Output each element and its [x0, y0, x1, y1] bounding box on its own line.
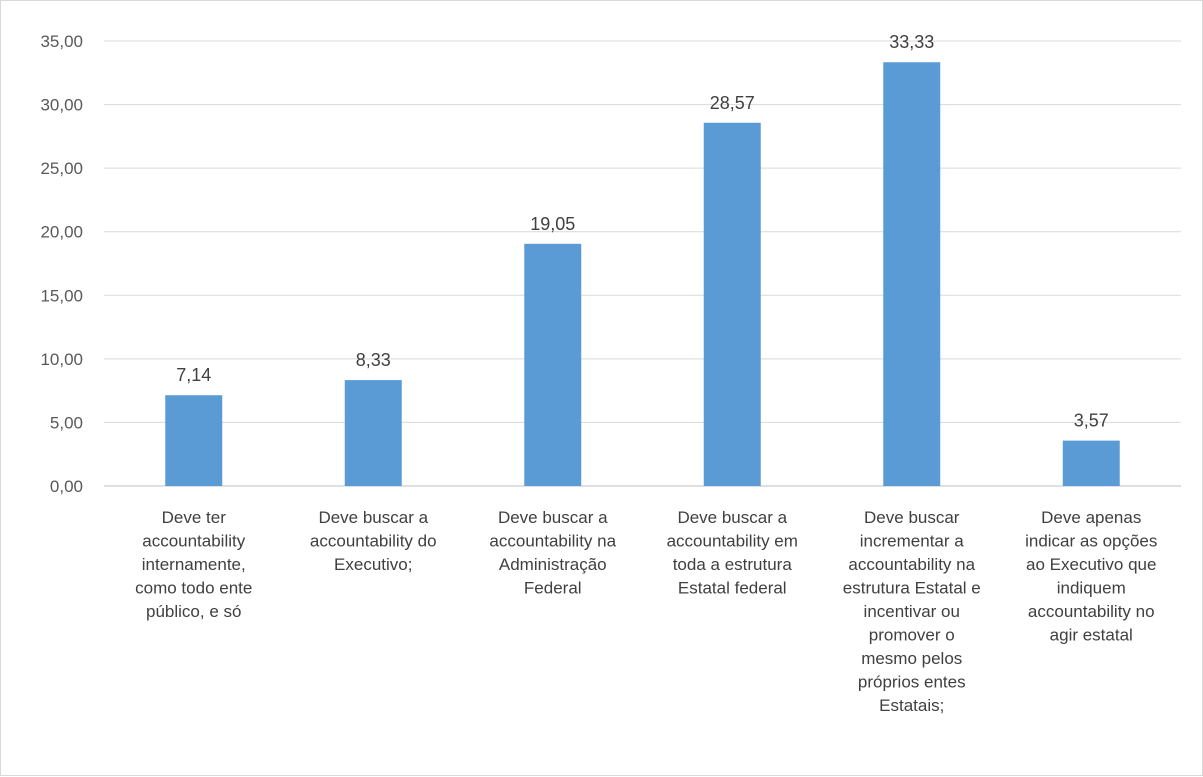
x-category-label-line: agir estatal	[1050, 626, 1133, 645]
x-category-label-line: accountability na	[848, 555, 975, 574]
x-category-label-line: público, e só	[146, 602, 241, 621]
y-tick-label: 15,00	[40, 286, 83, 305]
x-category-label: Deve buscar incrementar a accountability n…	[843, 508, 981, 715]
x-category-label-line: Deve buscar a	[318, 508, 428, 527]
x-category-label-line: accountability	[142, 532, 246, 551]
x-category-label-line: Administração	[499, 555, 607, 574]
bar	[524, 243, 582, 486]
data-label: 8,33	[356, 350, 391, 370]
x-axis-category-labels: Deve ter accountability internamente, como …	[135, 508, 1157, 715]
x-category-label-line: Estatais;	[879, 696, 944, 715]
bar	[165, 395, 223, 486]
y-tick-label: 10,00	[40, 350, 83, 369]
x-category-label-line: Federal	[524, 579, 582, 598]
x-category-label: Deve buscar a accountability na Administra…	[489, 508, 616, 598]
bar	[344, 380, 402, 486]
x-category-label-line: estrutura Estatal e	[843, 579, 981, 598]
x-category-label-line: indiquem	[1057, 579, 1126, 598]
data-label: 7,14	[176, 365, 211, 385]
data-label: 33,33	[889, 32, 934, 52]
gridlines	[104, 40, 1181, 487]
x-category-label-line: ao Executivo que	[1026, 555, 1156, 574]
y-tick-label: 30,00	[40, 96, 83, 115]
x-category-label-line: toda a estrutura	[673, 555, 793, 574]
x-category-label-line: indicar as opções	[1025, 532, 1157, 551]
y-tick-label: 0,00	[50, 477, 83, 496]
y-tick-label: 20,00	[40, 223, 83, 242]
y-tick-label: 5,00	[50, 413, 83, 432]
x-category-label-line: accountability do	[310, 532, 437, 551]
y-tick-label: 35,00	[40, 32, 83, 51]
x-category-label-line: accountability na	[489, 532, 616, 551]
x-category-label: Deve apenas indicar as opções ao Executivo…	[1025, 508, 1157, 645]
bars	[165, 62, 1120, 487]
data-labels: 7,14 8,33 19,05 28,57 33,33 3,57	[176, 32, 1109, 430]
x-category-label-line: próprios entes	[858, 673, 966, 692]
x-category-label-line: incrementar a	[860, 532, 964, 551]
x-category-label-line: promover o	[869, 626, 955, 645]
bar	[1062, 440, 1120, 486]
bar	[703, 122, 761, 486]
x-category-label-line: Executivo;	[334, 555, 412, 574]
data-label: 19,05	[530, 214, 575, 234]
x-category-label-line: incentivar ou	[864, 602, 960, 621]
x-category-label-line: Estatal federal	[678, 579, 787, 598]
x-category-label-line: Deve ter	[162, 508, 227, 527]
y-tick-label: 25,00	[40, 159, 83, 178]
x-category-label-line: como todo ente	[135, 579, 252, 598]
x-category-label-line: Deve buscar	[864, 508, 960, 527]
x-category-label-line: internamente,	[142, 555, 246, 574]
x-category-label-line: Deve buscar a	[498, 508, 608, 527]
bar	[883, 62, 941, 487]
x-category-label-line: accountability no	[1028, 602, 1155, 621]
x-category-label-line: mesmo pelos	[861, 649, 962, 668]
data-label: 28,57	[710, 93, 755, 113]
y-axis-tick-labels: 0,00 5,00 10,00 15,00 20,00 25,00 30,00 35,00	[40, 32, 83, 496]
x-category-label-line: accountability em	[667, 532, 798, 551]
x-category-label-line: Deve apenas	[1041, 508, 1141, 527]
x-category-label: Deve buscar a accountability do Executivo;	[310, 508, 437, 574]
x-category-label: Deve ter accountability internamente, como …	[135, 508, 252, 621]
x-category-label-line: Deve buscar a	[677, 508, 787, 527]
x-category-label: Deve buscar a accountability em toda a est…	[667, 508, 798, 598]
data-label: 3,57	[1074, 411, 1109, 431]
